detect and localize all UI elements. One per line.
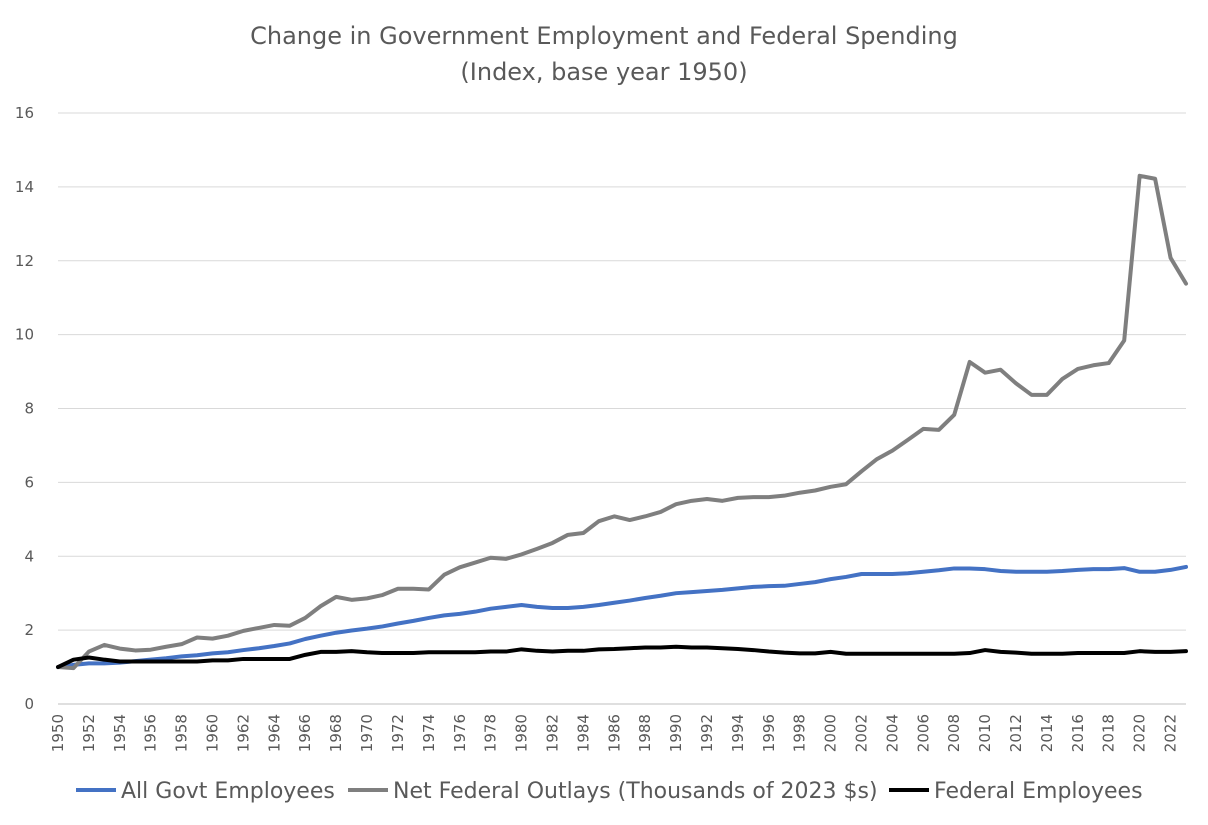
series-line-2 (56, 173, 1188, 671)
x-tick-label: 2016 (1069, 714, 1087, 752)
x-tick-label: 1950 (49, 714, 67, 752)
x-tick-label: 2004 (883, 714, 901, 752)
x-tick-label: 1998 (791, 714, 809, 752)
x-tick-label: 1966 (296, 714, 314, 752)
y-tick-label: 16 (15, 104, 34, 122)
legend: All Govt Employees Net Federal Outlays (T… (76, 779, 1143, 804)
y-tick-label: 8 (24, 400, 34, 418)
x-tick-label: 2006 (914, 714, 932, 752)
legend-label-1: All Govt Employees (121, 779, 335, 804)
x-tick-label: 2014 (1038, 714, 1056, 752)
x-tick-label: 2008 (945, 714, 963, 752)
x-tick-label: 1992 (698, 714, 716, 752)
y-axis-ticks: 0 2 4 6 8 10 12 14 16 (15, 104, 34, 713)
x-tick-label: 1962 (234, 714, 252, 752)
chart-title: Change in Government Employment and Fede… (250, 22, 958, 50)
x-tick-label: 2010 (976, 714, 994, 752)
x-tick-label: 1956 (142, 714, 160, 752)
x-tick-label: 1972 (389, 714, 407, 752)
x-tick-label: 1994 (729, 714, 747, 752)
x-tick-label: 2000 (822, 714, 840, 752)
x-tick-label: 1976 (451, 714, 469, 752)
series-lines (56, 173, 1188, 671)
x-tick-label: 2022 (1162, 714, 1180, 752)
x-tick-label: 1974 (420, 714, 438, 752)
x-tick-label: 1984 (574, 714, 592, 752)
x-tick-label: 2018 (1100, 714, 1118, 752)
x-tick-label: 1978 (482, 714, 500, 752)
x-tick-label: 1986 (605, 714, 623, 752)
y-tick-label: 10 (15, 326, 34, 344)
x-tick-label: 1996 (760, 714, 778, 752)
x-axis-ticks: 1950 1952 1954 1956 1958 1960 1962 1964 1966 1968… (49, 714, 1180, 752)
legend-label-3: Federal Employees (934, 779, 1143, 804)
chart-subtitle: (Index, base year 1950) (460, 58, 747, 86)
x-tick-label: 1952 (80, 714, 98, 752)
y-tick-label: 4 (24, 547, 34, 565)
x-tick-label: 1954 (111, 714, 129, 752)
x-tick-label: 2002 (853, 714, 871, 752)
y-tick-label: 2 (24, 621, 34, 639)
y-tick-label: 6 (24, 473, 34, 491)
x-tick-label: 1970 (358, 714, 376, 752)
x-tick-label: 2012 (1007, 714, 1025, 752)
y-tick-label: 0 (24, 695, 34, 713)
x-tick-label: 1980 (513, 714, 531, 752)
y-tick-label: 12 (15, 252, 34, 270)
x-tick-label: 1958 (173, 714, 191, 752)
x-tick-label: 2020 (1131, 714, 1149, 752)
x-tick-label: 1968 (327, 714, 345, 752)
series-line-1 (56, 564, 1188, 670)
grid (58, 112, 1186, 705)
x-tick-label: 1964 (265, 714, 283, 752)
x-tick-label: 1982 (543, 714, 561, 752)
series-line-3 (56, 644, 1188, 670)
x-tick-label: 1988 (636, 714, 654, 752)
x-tick-label: 1990 (667, 714, 685, 752)
legend-label-2: Net Federal Outlays (Thousands of 2023 $… (393, 779, 878, 804)
y-tick-label: 14 (15, 178, 34, 196)
x-tick-label: 1960 (204, 714, 222, 752)
